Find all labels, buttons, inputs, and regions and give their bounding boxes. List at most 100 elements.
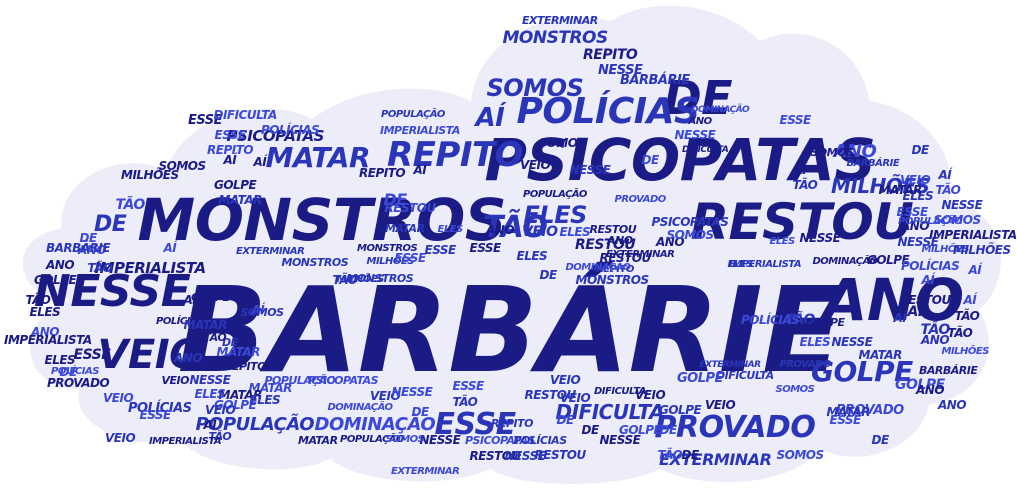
cloud-word: ANO	[31, 325, 60, 339]
cloud-word: SOMOS	[933, 213, 982, 227]
cloud-word: AÍ	[907, 304, 924, 320]
cloud-word: TÃO	[332, 273, 358, 287]
cloud-word: DE	[581, 423, 600, 437]
cloud-word: VEIO	[205, 403, 236, 417]
cloud-word: TÃO	[954, 309, 980, 323]
cloud-word: ANO	[78, 243, 107, 257]
cloud-word: VEIO	[635, 388, 666, 402]
cloud-word: ELES	[194, 387, 226, 401]
cloud-word: ESSE	[214, 128, 247, 142]
cloud-word: SOMOS	[240, 305, 285, 319]
cloud-word: GOLPE	[895, 377, 945, 393]
cloud-word: EXTERMINAR	[606, 249, 675, 260]
cloud-word: ESSE	[452, 379, 485, 393]
cloud-word: IMPERIALISTA	[149, 436, 222, 447]
cloud-word: REPITO	[596, 264, 634, 275]
cloud-word: EXTERMINAR	[391, 466, 460, 477]
cloud-word: ELES	[44, 353, 76, 367]
cloud-word: NESSE	[598, 62, 643, 78]
cloud-word: DE	[556, 413, 575, 427]
cloud-word: MILHÕES	[953, 243, 1011, 257]
cloud-word: IMPERIALISTA	[929, 228, 1017, 242]
cloud-word: GOLPE	[677, 370, 723, 386]
cloud-word: GOLPE	[811, 355, 913, 388]
cloud-word: PSICOPATAS	[226, 126, 325, 145]
cloud-word: SOMOS	[666, 228, 715, 242]
cloud-word: EXTERMINAR	[522, 13, 598, 27]
cloud-word: DIFICULTA	[682, 144, 729, 155]
cloud-word: MATAR	[265, 141, 371, 174]
cloud-word: TÃO	[115, 197, 146, 213]
cloud-word: ANO	[822, 266, 965, 334]
cloud-word: ESSE	[394, 251, 427, 265]
cloud-word: GOLPE	[806, 315, 845, 329]
cloud-word: TÃO	[935, 183, 961, 197]
cloud-word: DOMINAÇÃO	[327, 402, 394, 413]
cloud-word: BARBÁRIE	[177, 261, 843, 399]
cloud-word: VEIO	[161, 373, 190, 387]
cloud-word: DE	[871, 433, 890, 447]
cloud-word: NESSE	[897, 235, 939, 249]
cloud-word: ANO	[901, 219, 930, 233]
cloud-word: ANO	[938, 398, 967, 412]
cloud-word: POPULAÇÃO	[381, 109, 445, 120]
cloud-word: RESTOU	[384, 201, 437, 215]
cloud-word: ESSE	[896, 205, 929, 219]
cloud-word: MATAR	[858, 348, 903, 362]
cloud-word: DIFICULTA	[213, 108, 278, 122]
cloud-word: MATAR	[385, 221, 425, 235]
cloud-word: TÃO	[452, 395, 478, 409]
cloud-word: ANO	[486, 223, 515, 237]
cloud-word: TÃO	[208, 429, 232, 443]
cloud-word: DIFICULTA	[555, 400, 665, 424]
cloud-word: RESTOU	[534, 448, 587, 462]
cloud-word: AÍ	[963, 293, 977, 307]
cloud-word: DOMINAÇÃO	[691, 104, 750, 115]
cloud-word: POPULAÇÃO	[523, 189, 587, 200]
cloud-word: ANO	[46, 258, 75, 272]
cloud-word: AÍ	[938, 168, 952, 182]
cloud-word: ELES	[799, 335, 831, 349]
cloud-word: NESSE	[419, 433, 461, 447]
cloud-word: MONSTROS	[281, 255, 349, 269]
cloud-word: ESSE	[829, 413, 862, 427]
cloud-word: AÍ	[413, 163, 427, 177]
cloud-word: AÍ	[968, 263, 982, 277]
cloud-word: MATAR	[216, 345, 261, 359]
cloud-word: DE	[911, 143, 930, 157]
cloud-word: TÃO	[920, 322, 951, 338]
cloud-word: ESSE	[469, 241, 502, 255]
cloud-word: ESSE	[73, 347, 111, 363]
cloud-word: ANO	[656, 235, 685, 249]
cloud-word: AÍ	[782, 297, 799, 313]
cloud-word: ESSE	[779, 113, 812, 127]
cloud-word: DE	[659, 423, 678, 437]
cloud-word: GOLPE	[191, 290, 230, 304]
cloud-word: ESSE	[424, 243, 457, 257]
cloud-word: IMPERIALISTA	[729, 259, 802, 270]
cloud-word: MONSTROS	[357, 243, 418, 254]
cloud-word: DE	[681, 448, 700, 462]
cloud-word: NESSE	[569, 163, 611, 177]
cloud-word: GOLPE	[34, 273, 77, 287]
cloud-word: MATAR	[183, 318, 228, 332]
cloud-word: POPULAÇÃO	[898, 216, 962, 227]
cloud-word: VEIO	[550, 373, 581, 387]
cloud-word: GOLPE	[659, 403, 702, 417]
cloud-word: POLÍCIAS	[741, 313, 800, 327]
cloud-word: ELES	[727, 259, 754, 270]
cloud-word: MILHÕES	[366, 256, 415, 267]
cloud-word: ELES	[437, 224, 464, 235]
cloud-word: AÍ	[163, 241, 177, 255]
cloud-word: ANO	[688, 116, 713, 127]
cloud-word: EXTERMINAR	[699, 359, 762, 370]
cloud-word: ANO	[833, 141, 877, 162]
cloud-word: RESTOU	[599, 251, 652, 265]
cloud-word: AÍ	[921, 273, 935, 287]
cloud-word: ELES	[769, 236, 796, 247]
cloud-word: AÍ	[223, 153, 237, 167]
cloud-word: TÃO	[785, 312, 816, 328]
cloud-word: POPULAÇÃO	[264, 373, 336, 387]
cloud-word: POLÍCIAS	[516, 91, 700, 132]
cloud-word: AÍ	[203, 418, 217, 432]
